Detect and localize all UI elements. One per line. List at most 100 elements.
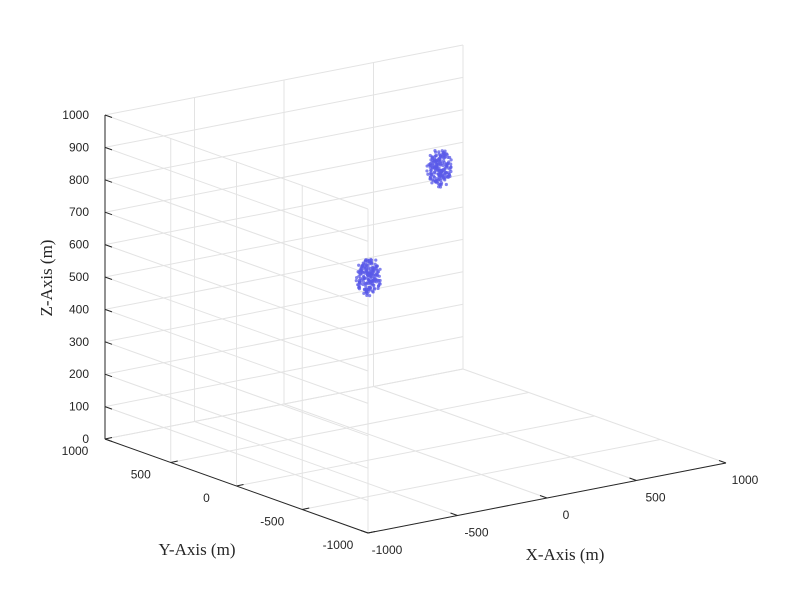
z-tick-mark bbox=[104, 244, 113, 248]
data-point bbox=[364, 262, 368, 266]
x-tick-mark bbox=[450, 512, 458, 516]
data-point bbox=[378, 267, 382, 271]
data-point bbox=[357, 285, 362, 289]
data-point bbox=[438, 171, 443, 176]
data-point bbox=[432, 170, 437, 174]
data-points bbox=[354, 148, 453, 298]
data-point bbox=[376, 284, 381, 288]
data-point bbox=[441, 174, 445, 179]
grid-line-floor-y bbox=[302, 439, 661, 510]
z-tick-label: 800 bbox=[69, 173, 89, 187]
x-tick-label: -500 bbox=[464, 526, 488, 540]
z-tick-label: 1000 bbox=[62, 108, 89, 122]
data-point bbox=[361, 270, 365, 274]
y-tick-mark bbox=[367, 531, 376, 534]
z-tick-mark bbox=[104, 114, 113, 118]
data-point bbox=[368, 288, 372, 292]
grid-line-left-z bbox=[104, 276, 369, 372]
grid-line-back-z bbox=[104, 238, 464, 310]
grid-line-back-z bbox=[104, 141, 464, 213]
data-point bbox=[433, 148, 437, 153]
data-point bbox=[372, 283, 376, 287]
data-point bbox=[437, 166, 441, 170]
data-point bbox=[449, 162, 453, 166]
data-point bbox=[364, 287, 369, 291]
z-tick-mark bbox=[104, 308, 113, 313]
data-point bbox=[375, 264, 379, 268]
grid-line-left-z bbox=[104, 341, 369, 437]
grid-line-back-z bbox=[104, 206, 464, 278]
axes bbox=[104, 114, 727, 534]
y-tick-mark bbox=[302, 507, 310, 510]
data-point bbox=[446, 166, 450, 170]
data-point bbox=[366, 273, 370, 277]
y-tick-label: -1000 bbox=[323, 538, 354, 552]
grid-line-back-z bbox=[104, 271, 464, 343]
data-point bbox=[429, 175, 433, 179]
y-tick-label: 0 bbox=[203, 491, 210, 505]
z-tick-label: 500 bbox=[69, 270, 89, 284]
data-point bbox=[374, 258, 378, 262]
data-point bbox=[367, 278, 371, 283]
data-point bbox=[354, 278, 358, 283]
data-point bbox=[369, 262, 374, 266]
z-tick-mark bbox=[104, 341, 113, 345]
x-tick-mark bbox=[539, 495, 548, 499]
data-point bbox=[434, 180, 438, 184]
z-axis-label: Z-Axis (m) bbox=[37, 240, 56, 317]
data-point bbox=[434, 159, 438, 163]
data-point bbox=[444, 182, 448, 187]
data-point bbox=[428, 171, 432, 176]
data-point bbox=[368, 294, 372, 298]
y-tick-label: 500 bbox=[131, 468, 151, 482]
z-tick-label: 0 bbox=[82, 432, 89, 446]
data-point bbox=[359, 267, 363, 271]
data-point bbox=[372, 286, 376, 290]
z-tick-label: 400 bbox=[69, 302, 89, 316]
data-point bbox=[370, 289, 375, 293]
data-point bbox=[430, 155, 434, 159]
grid bbox=[104, 44, 727, 534]
data-point bbox=[364, 266, 369, 270]
z-tick-label: 600 bbox=[69, 238, 89, 252]
grid-line-left-z bbox=[104, 211, 369, 307]
grid-line-back-z bbox=[104, 368, 464, 440]
data-point bbox=[442, 153, 447, 158]
data-point bbox=[372, 276, 377, 281]
x-tick-mark bbox=[629, 477, 637, 481]
grid-line-left-z bbox=[104, 179, 369, 275]
grid-line-left-z bbox=[104, 114, 369, 210]
data-point bbox=[425, 169, 429, 173]
data-point bbox=[426, 172, 430, 176]
data-point bbox=[433, 155, 437, 159]
grid-line-back-z bbox=[104, 303, 464, 375]
data-point bbox=[377, 278, 381, 283]
z-tick-label: 100 bbox=[69, 400, 89, 414]
x-tick-label: 0 bbox=[563, 508, 570, 522]
z-tick-mark bbox=[104, 438, 113, 442]
y-tick-mark bbox=[170, 460, 178, 463]
data-point bbox=[442, 161, 447, 165]
z-tick-mark bbox=[104, 373, 113, 378]
grid-line-back-z bbox=[104, 174, 464, 246]
data-point bbox=[367, 285, 372, 289]
grid-line-left-z bbox=[104, 406, 369, 502]
data-point bbox=[370, 258, 374, 262]
data-point bbox=[361, 261, 365, 265]
data-point bbox=[355, 275, 359, 280]
z-tick-label: 700 bbox=[69, 205, 89, 219]
data-point bbox=[374, 267, 378, 271]
x-tick-mark bbox=[718, 460, 727, 464]
x-tick-label: -1000 bbox=[372, 543, 403, 557]
data-point bbox=[361, 280, 366, 284]
data-point bbox=[437, 175, 441, 179]
grid-line-left-z bbox=[104, 308, 369, 404]
data-point bbox=[364, 290, 369, 294]
grid-line-back-z bbox=[104, 76, 464, 148]
y-axis-label: Y-Axis (m) bbox=[159, 540, 236, 559]
tick-labels: -1000-50005001000-1000-50005001000010020… bbox=[62, 108, 759, 557]
data-point bbox=[429, 158, 433, 162]
data-point bbox=[429, 168, 433, 173]
x-tick-label: 500 bbox=[645, 491, 665, 505]
data-point bbox=[428, 165, 432, 170]
